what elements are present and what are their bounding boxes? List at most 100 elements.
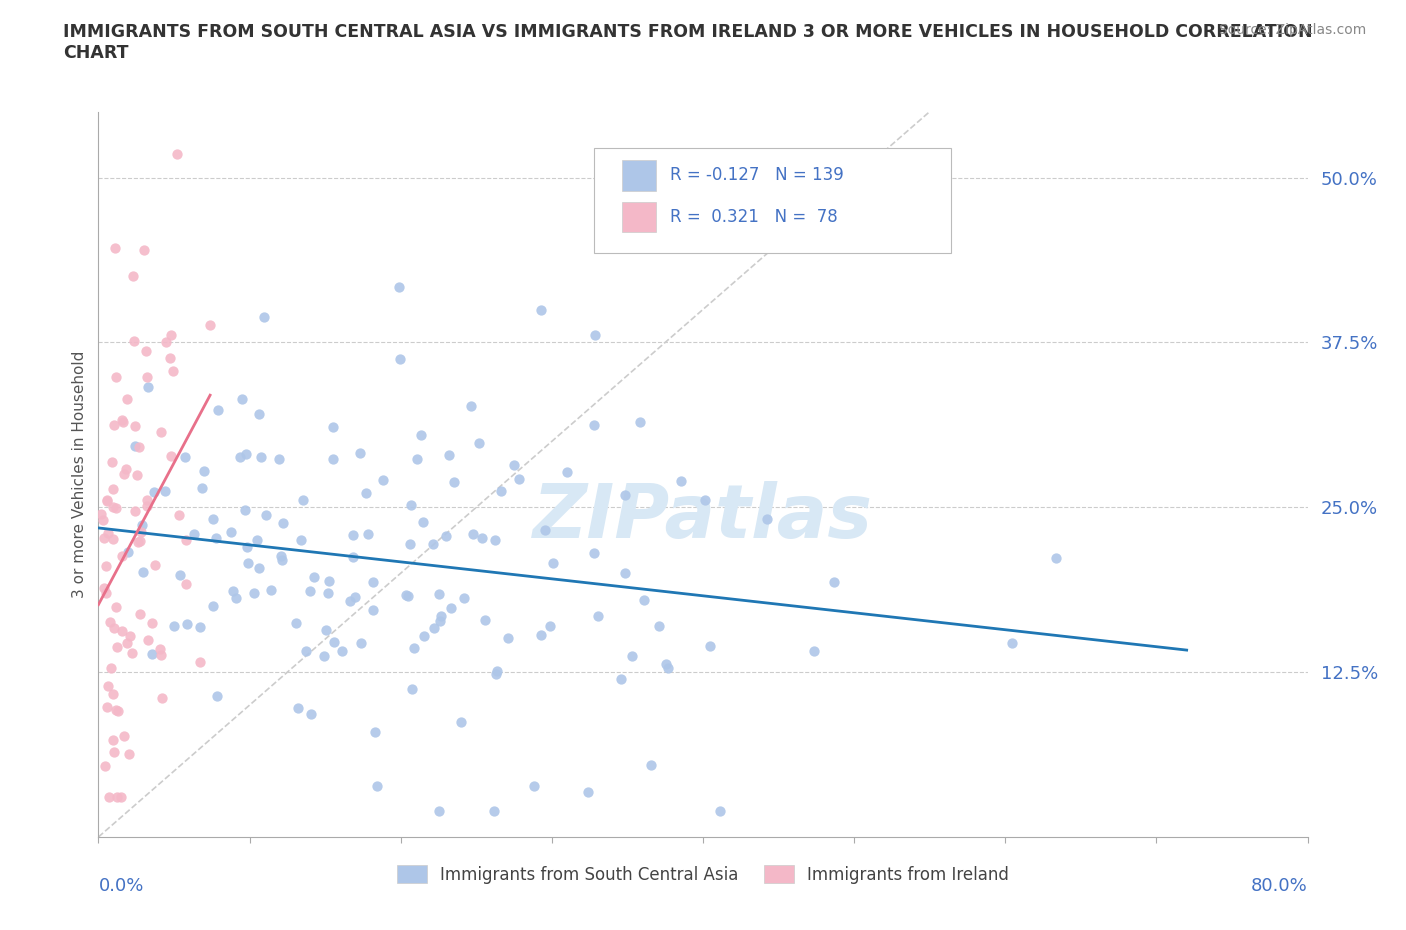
Point — [285, 616, 308, 631]
Point — [142, 485, 165, 499]
Point — [271, 552, 294, 567]
Point — [530, 303, 553, 318]
Point — [231, 392, 253, 406]
Point — [628, 414, 651, 429]
Y-axis label: 3 or more Vehicles in Household: 3 or more Vehicles in Household — [72, 351, 87, 598]
Point — [225, 591, 247, 605]
Point — [125, 468, 148, 483]
Point — [302, 569, 325, 584]
Point — [294, 644, 316, 658]
Point — [422, 537, 444, 551]
Text: 80.0%: 80.0% — [1251, 877, 1308, 895]
Point — [136, 369, 159, 384]
Point — [207, 403, 229, 418]
Point — [107, 703, 129, 718]
Point — [167, 508, 190, 523]
Point — [166, 147, 188, 162]
Point — [111, 413, 134, 428]
Point — [150, 690, 173, 705]
Point — [709, 804, 731, 818]
Point — [103, 531, 125, 546]
Point — [105, 790, 128, 804]
Point — [229, 449, 252, 464]
Point — [474, 613, 496, 628]
Point — [124, 333, 146, 348]
Point — [105, 640, 128, 655]
Point — [118, 747, 141, 762]
Point — [135, 343, 157, 358]
Point — [149, 425, 172, 440]
Point — [145, 557, 167, 572]
Point — [399, 537, 422, 551]
Point — [427, 586, 450, 601]
Point — [128, 440, 150, 455]
Point — [349, 445, 371, 460]
Point — [124, 439, 146, 454]
Point — [453, 591, 475, 605]
Point — [412, 514, 434, 529]
Point — [373, 472, 395, 487]
Point — [193, 464, 215, 479]
Point — [205, 530, 228, 545]
Point — [112, 415, 135, 430]
Point — [94, 586, 117, 601]
Point — [124, 418, 146, 433]
Point — [583, 546, 606, 561]
Point — [389, 352, 412, 366]
Point — [486, 663, 509, 678]
Point — [115, 635, 138, 650]
Point — [271, 516, 294, 531]
Point — [94, 759, 117, 774]
Point — [316, 585, 339, 600]
Point — [270, 549, 292, 564]
Point — [190, 655, 212, 670]
Point — [610, 671, 633, 686]
Point — [105, 500, 128, 515]
Point — [112, 728, 135, 743]
Point — [555, 465, 578, 480]
Text: 0.0%: 0.0% — [98, 877, 143, 895]
Point — [93, 531, 115, 546]
Point — [399, 498, 422, 512]
Point — [614, 565, 637, 580]
Point — [342, 527, 364, 542]
Point — [693, 493, 716, 508]
Point — [141, 616, 163, 631]
Point — [404, 641, 426, 656]
Text: ZIPatlas: ZIPatlas — [533, 482, 873, 554]
Point — [150, 648, 173, 663]
Point — [434, 528, 457, 543]
Point — [633, 593, 655, 608]
Text: Source: ZipAtlas.com: Source: ZipAtlas.com — [1219, 23, 1367, 37]
Point — [131, 517, 153, 532]
Point — [259, 582, 281, 597]
Point — [94, 558, 117, 573]
Point — [174, 577, 197, 591]
Point — [101, 732, 124, 747]
Point — [484, 533, 506, 548]
Point — [118, 629, 141, 644]
Point — [322, 634, 344, 649]
Point — [254, 508, 277, 523]
Point — [129, 533, 152, 548]
Point — [322, 419, 344, 434]
Point — [96, 493, 118, 508]
Point — [235, 503, 257, 518]
Point — [90, 506, 112, 521]
Point — [103, 620, 125, 635]
Point — [205, 689, 228, 704]
Point — [169, 568, 191, 583]
Point — [427, 804, 450, 818]
Point — [543, 555, 565, 570]
Point — [96, 494, 118, 509]
Point — [159, 351, 181, 365]
Point — [461, 527, 484, 542]
Point — [669, 473, 692, 488]
Point — [699, 639, 721, 654]
Point — [124, 503, 146, 518]
Point — [183, 526, 205, 541]
Point — [173, 449, 195, 464]
Point — [100, 454, 122, 469]
Point — [430, 608, 453, 623]
Point — [176, 617, 198, 631]
